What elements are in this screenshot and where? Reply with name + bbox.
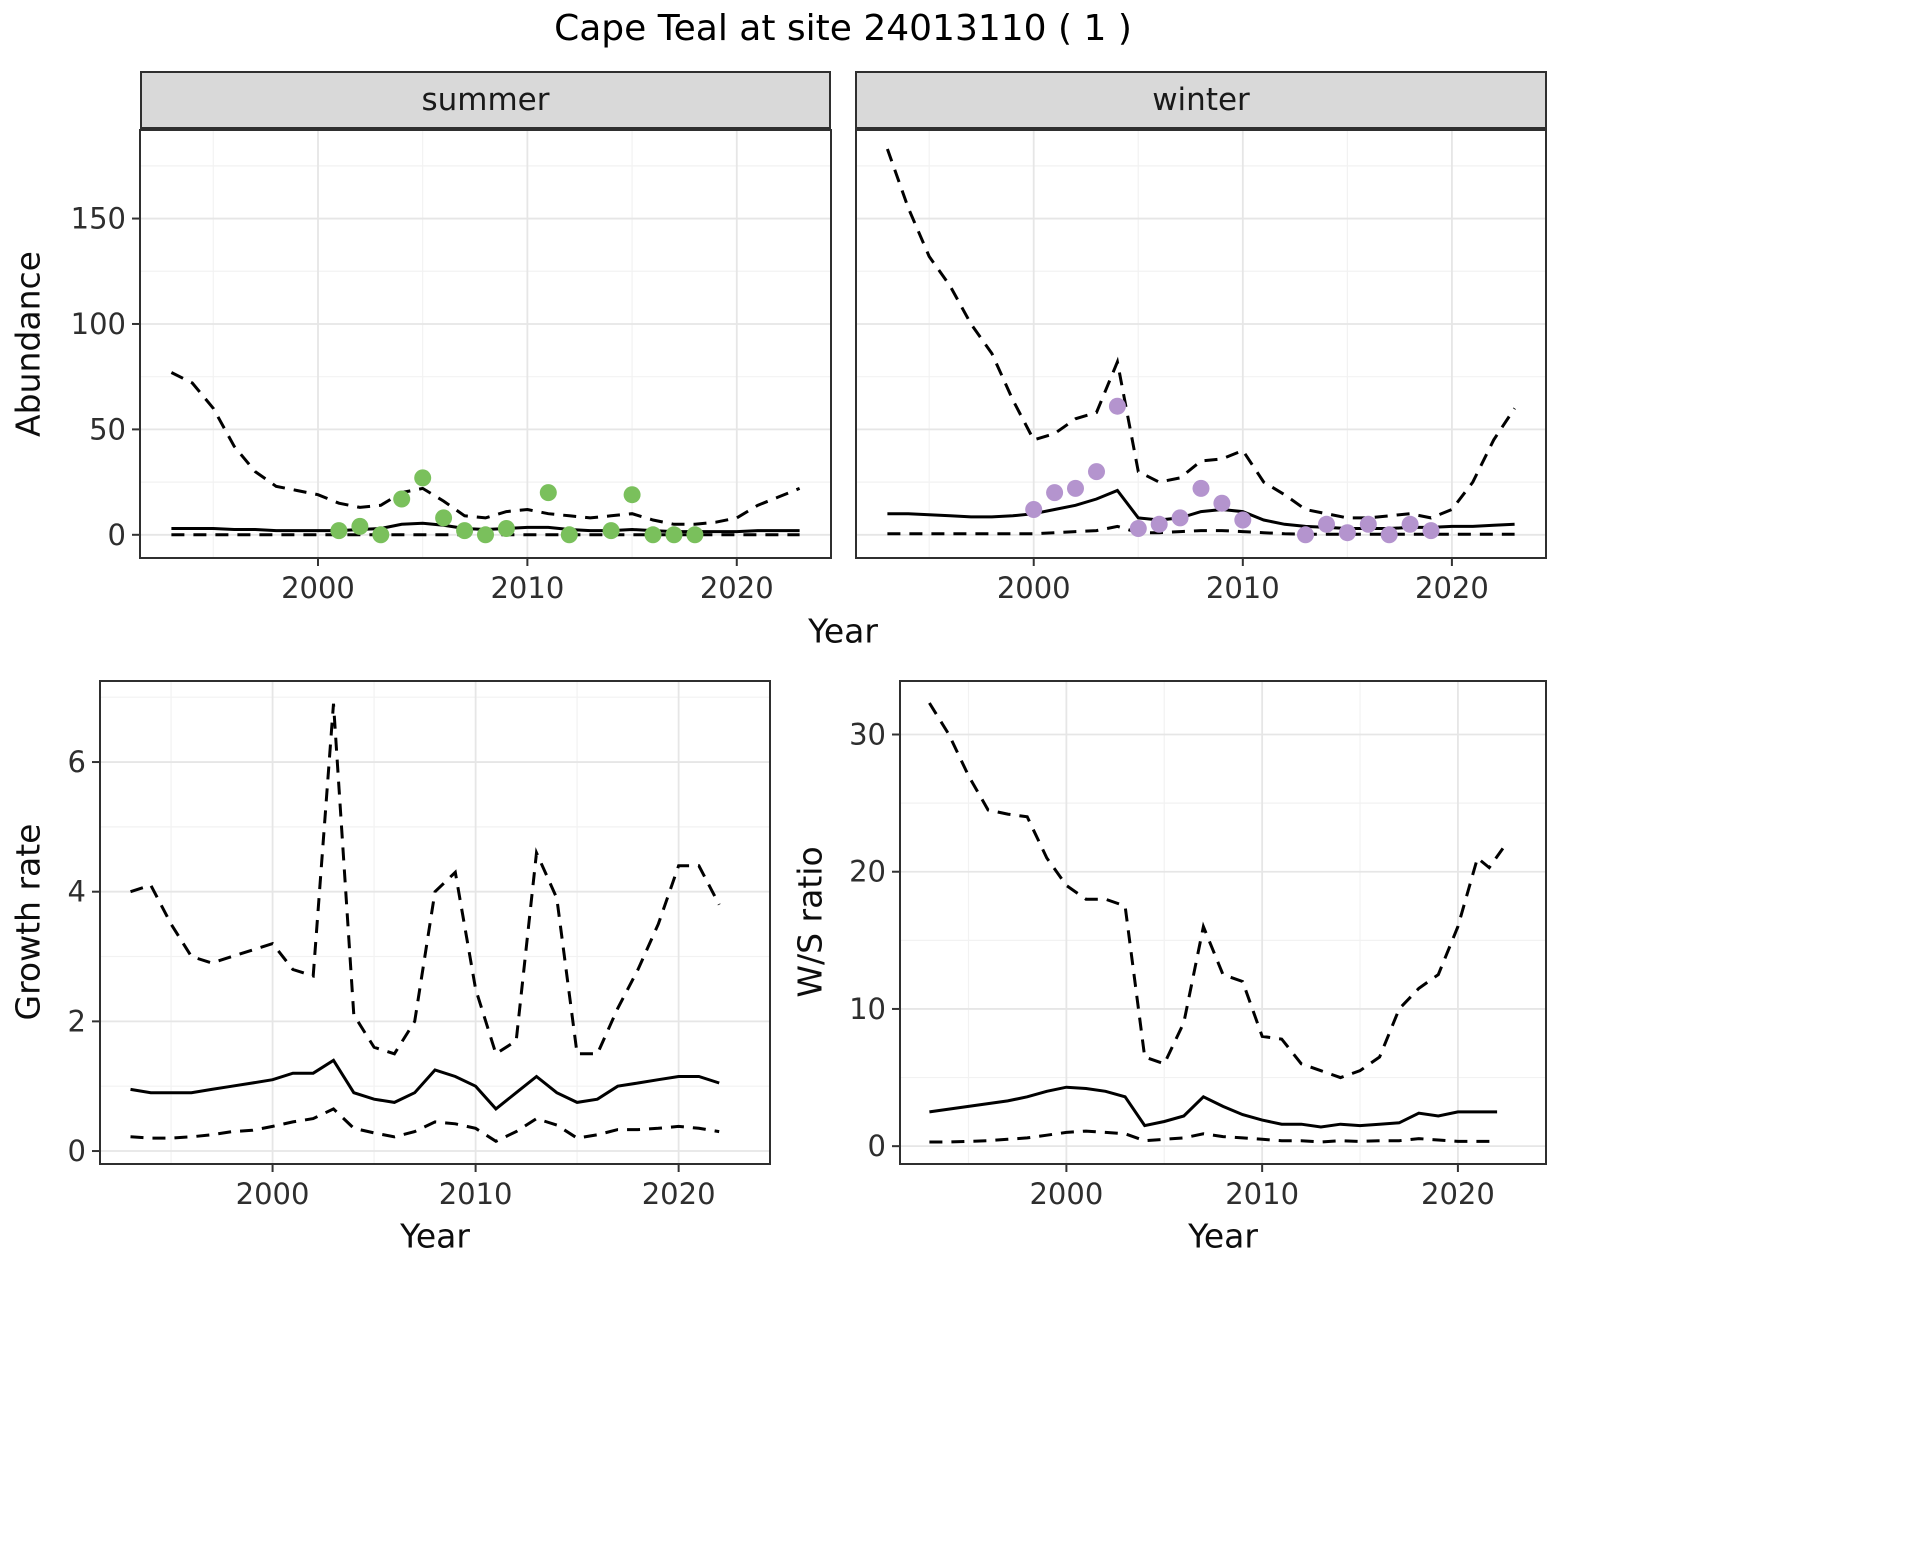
observation-point bbox=[351, 517, 369, 535]
svg-text:2010: 2010 bbox=[439, 1177, 513, 1211]
panel-border bbox=[855, 129, 1547, 559]
observation-point bbox=[1359, 515, 1377, 533]
abundance-winter-upper-ci-line bbox=[885, 148, 1516, 520]
observation-point bbox=[1067, 479, 1084, 497]
svg-text:0: 0 bbox=[868, 1129, 886, 1163]
svg-text:50: 50 bbox=[89, 412, 126, 446]
axis-ticks: 2000 2010 2020 0 2 4 6 bbox=[68, 745, 716, 1211]
gridlines bbox=[100, 681, 770, 1164]
observation-point bbox=[1088, 463, 1105, 481]
panel-background bbox=[140, 130, 831, 558]
svg-text:2000: 2000 bbox=[997, 571, 1071, 605]
observation-point bbox=[1297, 526, 1314, 544]
svg-text:0: 0 bbox=[68, 1134, 86, 1168]
svg-text:2020: 2020 bbox=[642, 1177, 716, 1211]
axis-ticks: 2000 2010 2020 bbox=[997, 558, 1489, 605]
abundance-summer-svg: 2000 2010 2020 0 50 100 150 bbox=[71, 129, 832, 605]
svg-text:150: 150 bbox=[71, 202, 126, 236]
svg-text:10: 10 bbox=[849, 992, 886, 1026]
svg-text:2010: 2010 bbox=[1225, 1177, 1299, 1211]
svg-text:2000: 2000 bbox=[281, 571, 355, 605]
facet-strip-winter: winter bbox=[855, 71, 1547, 129]
observation-point bbox=[435, 509, 453, 527]
observation-point bbox=[414, 469, 432, 487]
observation-point bbox=[1171, 509, 1189, 527]
observation-point bbox=[539, 484, 557, 502]
abundance-winter-lower-ci-line bbox=[887, 524, 1515, 536]
ws-ratio-upper-ci-line bbox=[928, 702, 1505, 1080]
svg-text:2: 2 bbox=[68, 1004, 86, 1038]
observation-point bbox=[456, 522, 474, 540]
observation-point bbox=[686, 526, 704, 544]
observation-point bbox=[1025, 501, 1043, 518]
svg-text:2020: 2020 bbox=[1415, 571, 1489, 605]
svg-text:2000: 2000 bbox=[1029, 1177, 1103, 1211]
observation-point bbox=[1234, 511, 1252, 529]
summer-observations bbox=[330, 469, 704, 544]
panel-border bbox=[899, 680, 1547, 1165]
y-axis-label-abundance: Abundance bbox=[8, 251, 48, 437]
winter-observations bbox=[1025, 397, 1440, 544]
svg-text:20: 20 bbox=[849, 855, 886, 889]
observation-point bbox=[1192, 479, 1210, 497]
gridlines bbox=[900, 681, 1546, 1164]
svg-text:2020: 2020 bbox=[1421, 1177, 1495, 1211]
ws-ratio-svg: 2000 2010 2020 0 10 20 30 bbox=[849, 680, 1547, 1211]
axis-ticks: 2000 2010 2020 0 50 100 150 bbox=[71, 202, 774, 605]
growth-rate-panel: 2000 2010 2020 0 2 4 6 bbox=[20, 680, 771, 1213]
svg-text:6: 6 bbox=[68, 745, 86, 779]
ws-ratio-panel: 2000 2010 2020 0 10 20 30 bbox=[820, 680, 1547, 1213]
observation-point bbox=[1380, 526, 1398, 544]
observation-point bbox=[602, 522, 620, 540]
abundance-winter-panel: 2000 2010 2020 bbox=[855, 129, 1547, 607]
observation-point bbox=[1108, 397, 1126, 415]
observation-point bbox=[560, 526, 578, 544]
svg-text:30: 30 bbox=[849, 718, 886, 752]
x-axis-label-ws-ratio: Year bbox=[1188, 1216, 1258, 1256]
x-axis-label-top: Year bbox=[808, 611, 878, 651]
growth-rate-lower-ci-line bbox=[130, 1107, 720, 1144]
ws-ratio-lower-ci-line bbox=[929, 1129, 1498, 1144]
axis-ticks: 2000 2010 2020 0 10 20 30 bbox=[849, 718, 1495, 1211]
gridlines bbox=[856, 130, 1546, 558]
observation-point bbox=[1338, 524, 1356, 542]
observation-point bbox=[623, 486, 641, 504]
panel-border bbox=[99, 680, 771, 1165]
observation-point bbox=[1422, 522, 1440, 540]
svg-text:100: 100 bbox=[71, 307, 126, 341]
x-axis-label-growth-rate: Year bbox=[400, 1216, 470, 1256]
growth-rate-upper-ci-line bbox=[130, 703, 721, 1057]
growth-rate-median-line bbox=[130, 1058, 720, 1111]
panel-background bbox=[900, 681, 1546, 1164]
ws-ratio-median-line bbox=[929, 1085, 1498, 1129]
svg-text:2010: 2010 bbox=[1206, 571, 1280, 605]
abundance-summer-panel: 2000 2010 2020 0 50 100 150 bbox=[50, 129, 832, 607]
svg-text:2000: 2000 bbox=[236, 1177, 310, 1211]
svg-text:4: 4 bbox=[68, 875, 86, 909]
gridlines bbox=[140, 130, 831, 558]
observation-point bbox=[1401, 515, 1419, 533]
observation-point bbox=[1150, 515, 1168, 533]
svg-text:0: 0 bbox=[108, 518, 126, 552]
chart-title: Cape Teal at site 24013110 ( 1 ) bbox=[554, 8, 1132, 49]
observation-point bbox=[393, 490, 411, 508]
observation-point bbox=[1129, 520, 1147, 537]
observation-point bbox=[1318, 515, 1335, 533]
observation-point bbox=[497, 520, 515, 537]
observation-point bbox=[330, 522, 348, 540]
panel-border bbox=[139, 129, 832, 559]
observation-point bbox=[644, 526, 662, 544]
observation-point bbox=[477, 526, 494, 544]
facet-strip-summer: summer bbox=[140, 71, 831, 129]
abundance-summer-upper-ci-line bbox=[170, 371, 801, 526]
observation-point bbox=[1046, 484, 1064, 502]
svg-text:2010: 2010 bbox=[490, 571, 564, 605]
svg-text:2020: 2020 bbox=[700, 571, 774, 605]
observation-point bbox=[1213, 494, 1231, 512]
observation-point bbox=[665, 526, 683, 544]
observation-point bbox=[372, 526, 390, 544]
abundance-winter-svg: 2000 2010 2020 bbox=[855, 129, 1547, 605]
growth-rate-svg: 2000 2010 2020 0 2 4 6 bbox=[68, 680, 771, 1211]
